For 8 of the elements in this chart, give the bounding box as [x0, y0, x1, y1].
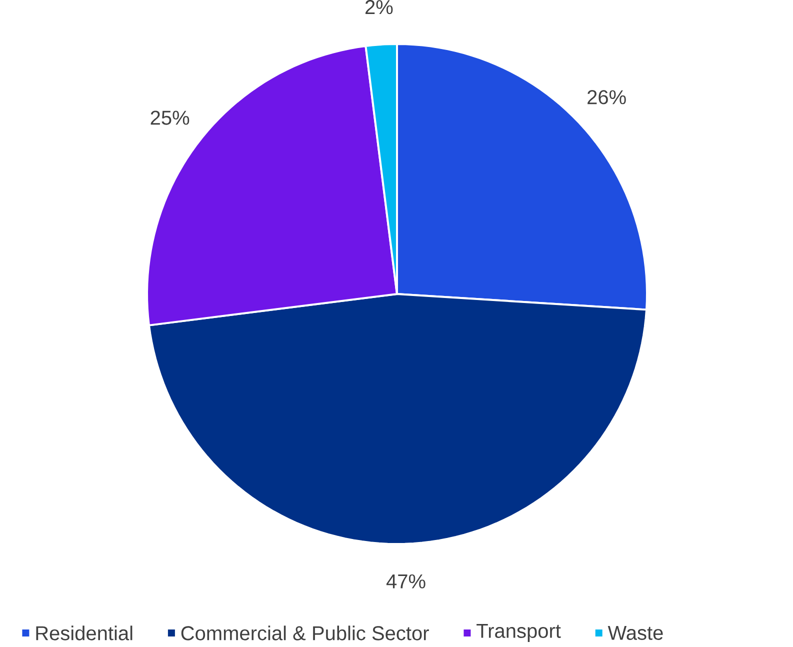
data-label: 26% — [588, 90, 626, 104]
data-label: 2% — [366, 0, 393, 14]
data-label: 25% — [150, 110, 190, 125]
data-label: 47% — [386, 574, 426, 588]
legend-label: Residential — [36, 626, 132, 640]
legend-label: Transport — [476, 624, 561, 642]
legend-label: Waste — [608, 626, 663, 640]
legend-label: Commercial & Public Sector — [181, 626, 429, 640]
